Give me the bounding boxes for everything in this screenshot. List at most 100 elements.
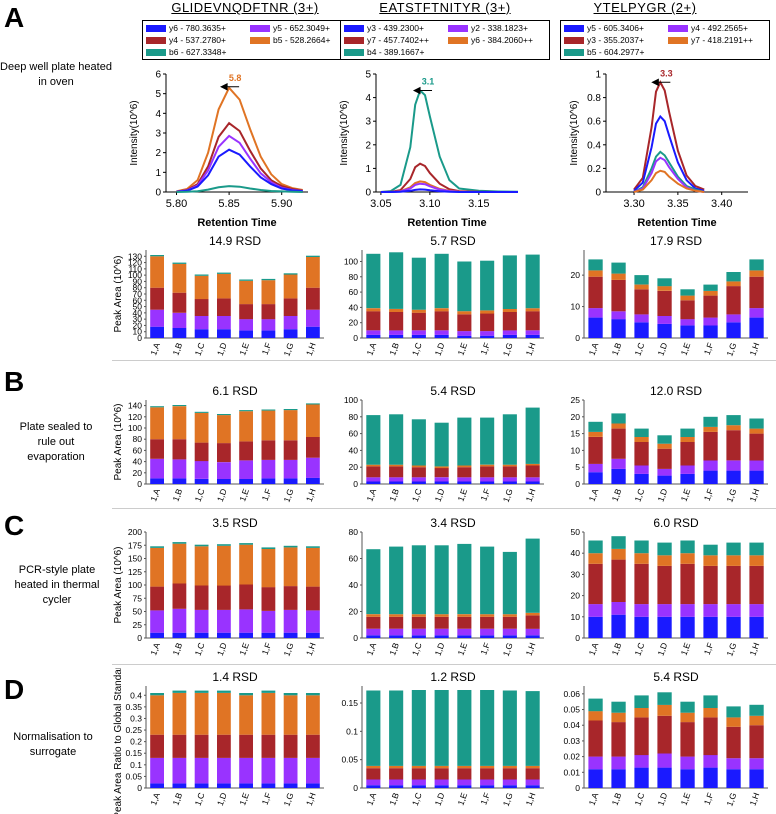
bar-segment-y5 — [657, 616, 672, 638]
bar-segment-y2 — [434, 477, 449, 482]
bar-segment-y6 — [502, 464, 517, 467]
bar-segment-y7 — [411, 312, 426, 331]
bar-segment-y3 — [457, 335, 472, 338]
x-tick-label: 1,G — [501, 341, 515, 357]
y-tick-label: 0.1 — [346, 726, 358, 736]
y-tick-label: 0 — [575, 333, 580, 343]
x-tick-label: 1,H — [747, 791, 761, 807]
bar-segment-y4 — [680, 319, 695, 326]
y-tick-label: 0 — [575, 783, 580, 793]
bar-segment-y4 — [217, 734, 231, 758]
peptide-title-3: YTELPYGR (2+) — [593, 0, 697, 15]
y-tick-label: 0.05 — [563, 705, 580, 715]
bar-segment-y5 — [172, 312, 187, 328]
bar-segment-y6 — [217, 329, 231, 338]
legend-entry: y6 - 384.2060++ — [448, 35, 533, 45]
y-tick-label: 25 — [571, 395, 581, 405]
x-tick-label: 1,F — [702, 487, 716, 502]
bar-segment-y6 — [434, 466, 449, 469]
bar-segment-y4 — [217, 585, 231, 610]
bar-segment-y4 — [634, 314, 649, 323]
bar-segment-b5 — [703, 284, 718, 291]
bar-segment-y4 — [306, 287, 320, 310]
bar-segment-b6 — [172, 690, 187, 693]
legend-swatch — [146, 49, 166, 57]
bar-segment-b5 — [749, 418, 764, 429]
bar-segment-b4 — [525, 691, 540, 766]
series-line-b5 — [176, 86, 303, 193]
legend-peptide-2: y3 - 439.2300+ y2 - 338.1823+ y7 - 457.7… — [340, 20, 550, 60]
legend-swatch — [564, 25, 584, 33]
bar-segment-b5 — [194, 693, 209, 735]
bar-segment-y2 — [389, 628, 404, 636]
bar-segment-y7 — [457, 616, 472, 629]
bar-segment-y4 — [217, 443, 231, 463]
bar-segment-y4 — [611, 458, 626, 469]
bar-segment-b4 — [389, 414, 404, 465]
bar-segment-b5 — [726, 542, 741, 556]
bar-segment-y6 — [389, 308, 404, 312]
bar-chart-d2: 1.2 RSD 0 0.05 0.1 0.15 1,A 1,B 1,C 1,D 1,E 1,F 1,G… — [341, 670, 544, 808]
x-tick-label: 1,H — [304, 341, 318, 357]
x-tick-label: 1,A — [148, 641, 162, 657]
legend-label: y3 - 439.2300+ — [367, 23, 424, 33]
y-tick-label: 150 — [128, 554, 142, 564]
y-axis-label: Peak Area Ratio to Global Standards — [113, 668, 124, 814]
bar-segment-y3 — [434, 481, 449, 484]
bar-segment-y7 — [366, 616, 381, 629]
bar-segment-b5 — [634, 428, 649, 437]
y-tick-label: 60 — [349, 429, 359, 439]
bar-segment-y6 — [411, 309, 426, 313]
bar-segment-y2 — [434, 779, 449, 786]
bar-segment-y4 — [611, 602, 626, 615]
bar-segment-y6 — [194, 329, 209, 338]
bar-segment-y2 — [434, 330, 449, 335]
bar-segment-b5 — [283, 410, 298, 441]
y-tick-label: 80 — [133, 283, 143, 293]
bar-segment-y7 — [749, 270, 764, 277]
bar-segment-y7 — [634, 437, 649, 442]
bar-segment-b5 — [749, 542, 764, 556]
x-tick-label: 1,F — [260, 641, 274, 656]
bar-segment-y5 — [217, 757, 231, 784]
bar-segment-y3 — [502, 481, 517, 484]
bar-segment-y6 — [525, 308, 540, 312]
y-axis-label: Intensity(10^6) — [339, 100, 350, 165]
bar-segment-y5 — [611, 319, 626, 338]
bar-segment-y3 — [703, 717, 718, 756]
bar-segment-y5 — [588, 769, 603, 788]
x-tick-label: 1,B — [610, 487, 624, 503]
bar-segment-y5 — [194, 316, 209, 330]
bar-segment-y4 — [306, 734, 320, 758]
bar-segment-y6 — [502, 765, 517, 769]
bar-segment-y6 — [480, 765, 495, 769]
x-tick-label: 1,C — [410, 341, 424, 357]
bar-segment-b4 — [502, 255, 517, 309]
y-tick-label: 5 — [365, 70, 371, 81]
bar-segment-y4 — [239, 584, 253, 610]
x-tick-label: 1,F — [702, 641, 716, 656]
y-tick-label: 0.25 — [125, 725, 142, 735]
bar-segment-y7 — [680, 712, 695, 723]
y-tick-label: 40 — [571, 548, 581, 558]
y-tick-label: 0 — [575, 633, 580, 643]
bar-segment-b4 — [480, 546, 495, 615]
bar-segment-y5 — [194, 461, 209, 479]
y-tick-label: 10 — [571, 612, 581, 622]
bar-segment-y7 — [726, 425, 741, 431]
bar-segment-y4 — [172, 439, 187, 460]
bar-segment-y5 — [239, 319, 253, 331]
y-tick-label: 0 — [595, 188, 601, 199]
peak-annotation: 5.8 — [229, 73, 242, 83]
x-tick-label: 1,B — [387, 791, 401, 807]
legend-entry: b5 - 604.2977+ — [564, 47, 644, 57]
bar-segment-y6 — [239, 632, 253, 638]
bar-segment-y5 — [680, 473, 695, 484]
bar-segment-y4 — [194, 585, 209, 610]
bar-segment-y3 — [457, 635, 472, 638]
x-tick-label: 1,D — [433, 341, 447, 357]
bar-segment-y3 — [611, 559, 626, 602]
y-tick-label: 50 — [133, 607, 143, 617]
series-line-y6 — [176, 148, 303, 193]
bar-segment-y3 — [703, 565, 718, 605]
